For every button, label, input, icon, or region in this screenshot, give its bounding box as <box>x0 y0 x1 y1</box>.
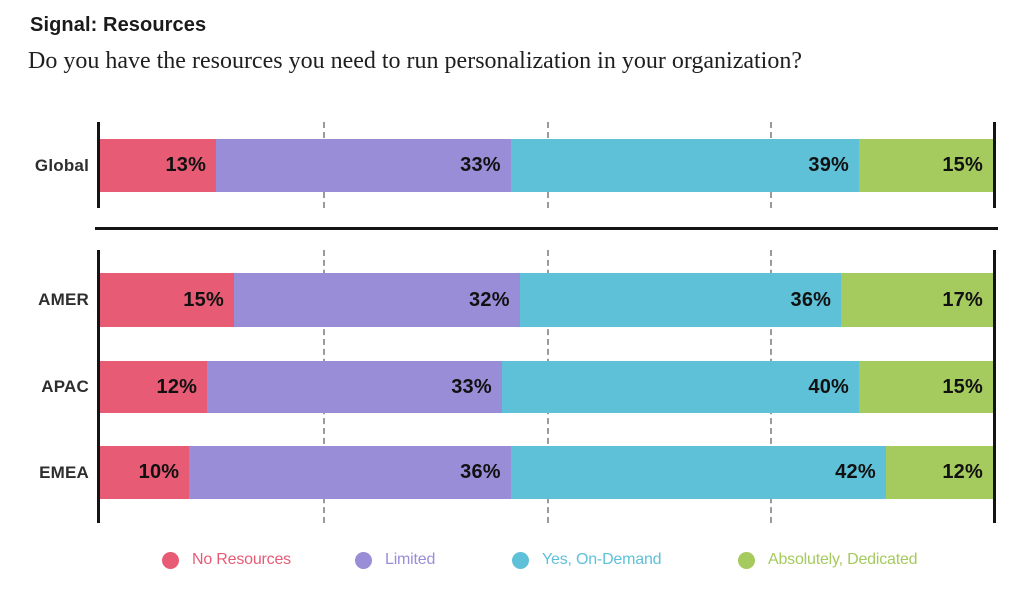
row-label-global: Global <box>34 155 89 175</box>
bar-segment-absolutely-dedicated-emea: 12% <box>885 446 993 499</box>
bar-segment-no-resources-emea: 10% <box>100 446 190 499</box>
legend-dot-icon <box>162 551 179 569</box>
value-label: 13% <box>165 154 207 176</box>
bar-segment-no-resources-global: 13% <box>100 139 217 192</box>
value-label: 12% <box>942 461 983 483</box>
value-label: 40% <box>808 375 850 398</box>
value-label: 12% <box>156 375 198 398</box>
bar-segment-yes-on-demand-apac: 40% <box>501 361 860 413</box>
value-label: 32% <box>469 288 510 311</box>
chart-panel-global: Global 13% 33% 39% 15% <box>35 122 996 208</box>
legend-item-yes-on-demand: Yes, On-Demand <box>512 544 662 576</box>
legend-dot-icon <box>512 551 529 569</box>
value-label: 15% <box>942 154 983 176</box>
legend-label: Limited <box>385 551 436 568</box>
legend-item-limited: Limited <box>355 544 435 576</box>
bar-segment-absolutely-dedicated-apac: 15% <box>859 361 993 413</box>
bar-segment-limited-global: 33% <box>216 139 511 192</box>
value-label: 33% <box>460 154 501 176</box>
value-label: 10% <box>138 461 180 483</box>
bar-segment-limited-amer: 32% <box>233 273 520 327</box>
legend-dot-icon <box>355 551 372 569</box>
value-label: 33% <box>451 375 492 398</box>
bar-row-apac: APAC 12% 33% 40% 15% <box>41 361 993 413</box>
value-label: 39% <box>808 154 850 176</box>
chart-question: Do you have the resources you need to ru… <box>28 48 802 74</box>
bar-segment-no-resources-apac: 12% <box>100 361 208 413</box>
value-label: 36% <box>790 288 832 311</box>
value-label: 17% <box>942 288 983 311</box>
chart-legend: No Resources Limited Yes, On-Demand Absolut… <box>0 544 1024 576</box>
row-label-apac: APAC <box>41 377 89 396</box>
value-label: 36% <box>460 461 501 483</box>
bar-segment-absolutely-dedicated-global: 15% <box>859 139 993 192</box>
legend-label: Yes, On-Demand <box>542 551 662 568</box>
bar-segment-yes-on-demand-global: 39% <box>510 139 860 192</box>
row-label-emea: EMEA <box>39 462 89 482</box>
value-label: 15% <box>942 375 983 398</box>
bar-segment-limited-emea: 36% <box>189 446 511 499</box>
bar-segment-limited-apac: 33% <box>207 361 502 413</box>
row-label-amer: AMER <box>38 290 89 309</box>
legend-item-absolutely-dedicated: Absolutely, Dedicated <box>738 544 918 576</box>
value-label: 42% <box>835 461 876 483</box>
bar-segment-no-resources-amer: 15% <box>100 273 234 327</box>
panel-separator <box>95 227 998 230</box>
bar-row-emea: EMEA 10% 36% 42% 12% <box>39 446 993 499</box>
bar-row-amer: AMER 15% 32% 36% 17% <box>38 273 993 327</box>
bar-segment-yes-on-demand-amer: 36% <box>519 273 842 327</box>
legend-item-no-resources: No Resources <box>162 544 291 576</box>
bar-segment-absolutely-dedicated-amer: 17% <box>841 273 993 327</box>
legend-label: Absolutely, Dedicated <box>768 551 918 568</box>
bar-row-global: Global 13% 33% 39% 15% <box>35 139 993 192</box>
value-label: 15% <box>183 288 224 311</box>
chart-title: Signal: Resources <box>30 14 207 36</box>
legend-dot-icon <box>738 551 755 569</box>
chart-panel-regions: AMER 15% 32% 36% 17% APAC 12% 33% 40% 15% EMEA 10% 3… <box>38 250 996 523</box>
legend-label: No Resources <box>192 551 291 568</box>
bar-segment-yes-on-demand-emea: 42% <box>510 446 886 499</box>
